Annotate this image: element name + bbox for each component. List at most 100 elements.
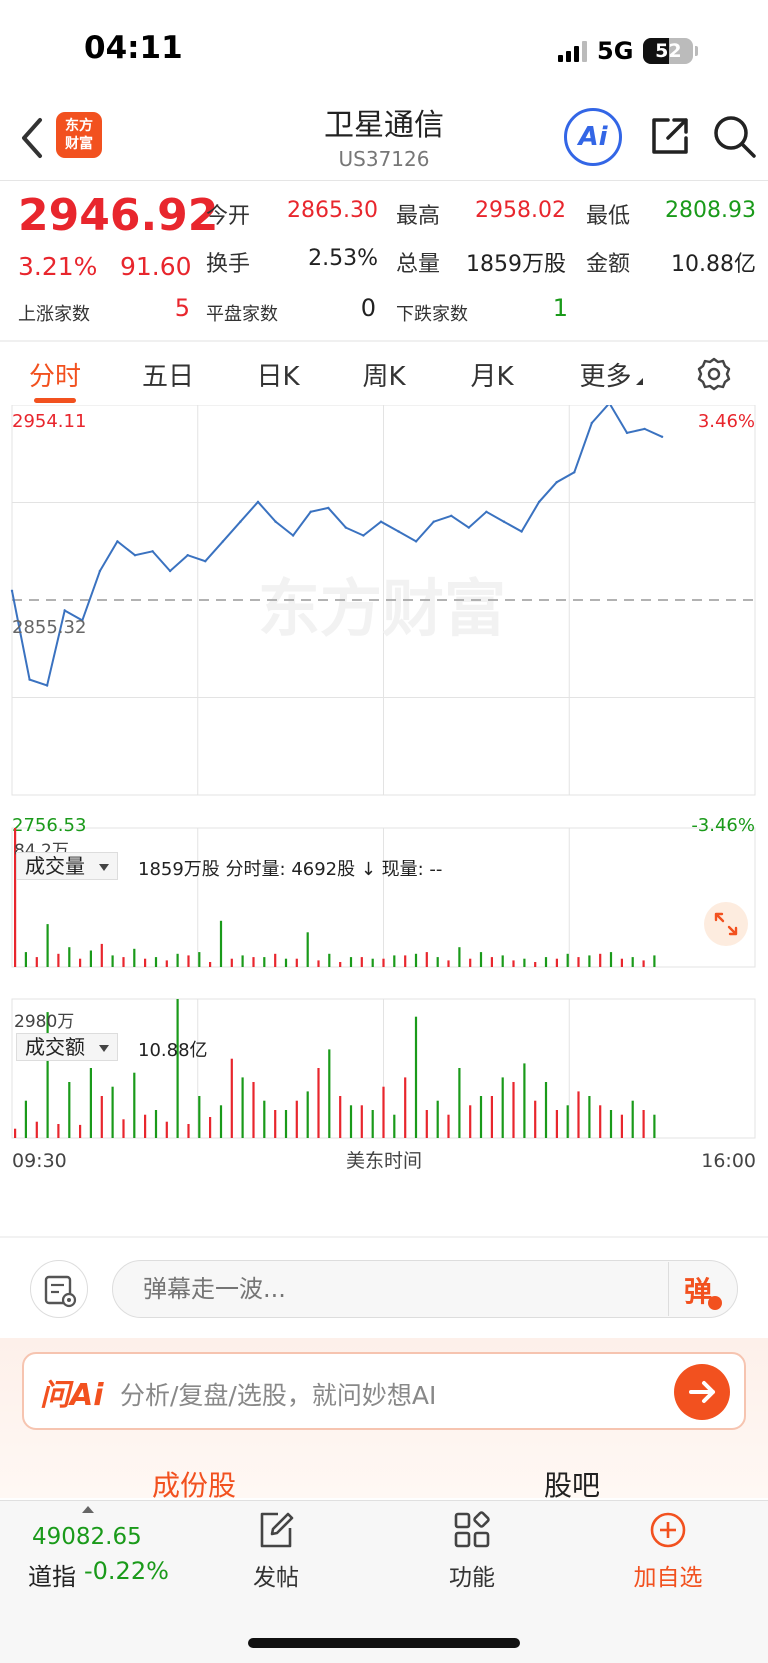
high-value: 2958.02 — [475, 198, 566, 223]
price-point — [168, 569, 172, 573]
post-icon[interactable] — [256, 1510, 296, 1550]
amount-bar-down — [219, 1105, 223, 1138]
search-button[interactable] — [710, 112, 758, 160]
tab-daily-k[interactable]: 日K — [256, 362, 300, 392]
amount-bar-down — [306, 1091, 309, 1138]
amount-bar-down — [68, 1082, 71, 1138]
price-point — [186, 554, 189, 557]
volume-bar-down — [566, 953, 569, 967]
amount-bar-down — [544, 1082, 548, 1138]
index-change[interactable]: -0.22% — [84, 1557, 169, 1585]
price-point — [485, 510, 488, 513]
functions-icon[interactable] — [452, 1510, 492, 1550]
price-point — [450, 514, 453, 517]
tab-more[interactable]: 更多 — [566, 356, 656, 393]
price-point — [116, 540, 119, 543]
intraday-chart[interactable]: 东方财富 2954.11 2855.32 2756.53 3.46% -3.46… — [0, 405, 768, 1235]
stock-name: 卫星通信 — [324, 108, 444, 143]
tab-intraday[interactable]: 分时 — [28, 362, 81, 392]
expand-chart-button[interactable] — [704, 902, 748, 946]
index-value[interactable]: 49082.65 — [32, 1524, 142, 1550]
price-point — [204, 560, 207, 563]
tab-functions[interactable]: 功能 — [449, 1565, 495, 1591]
volume-bar-down — [241, 955, 244, 967]
tab-add-watchlist[interactable]: 加自选 — [633, 1565, 703, 1591]
danmu-toggle-button[interactable]: 弹 — [684, 1270, 723, 1310]
back-button[interactable] — [16, 114, 48, 162]
y-label-top-percent: 3.46% — [698, 411, 755, 432]
tab-constituents[interactable]: 成份股 — [152, 1469, 237, 1502]
ask-ai-brand: 问Ai — [40, 1378, 104, 1413]
price-point — [537, 500, 541, 504]
volume-bar-up — [35, 957, 38, 967]
tab-monthly-k[interactable]: 月K — [470, 362, 514, 392]
amount-bar-down — [241, 1077, 244, 1138]
danmu-input[interactable] — [112, 1260, 738, 1318]
price-line — [11, 405, 663, 687]
ai-button[interactable]: Ai — [564, 108, 622, 166]
volume-bar-down — [306, 932, 309, 967]
index-name[interactable]: 道指 — [28, 1563, 76, 1591]
amount-bar-down — [393, 1114, 396, 1138]
price-point — [98, 569, 102, 573]
volume-bar-down — [176, 953, 179, 967]
tab-post[interactable]: 发帖 — [253, 1565, 299, 1591]
volume-bar-down — [284, 958, 288, 967]
add-watchlist-icon[interactable] — [648, 1510, 688, 1550]
price-point — [573, 471, 576, 474]
volume-bar-down — [544, 957, 548, 967]
volume-bar-up — [230, 958, 233, 967]
tab-weekly-k[interactable]: 周K — [362, 362, 406, 392]
y-label-top-price: 2954.11 — [12, 411, 86, 432]
amount-bar-down — [631, 1100, 634, 1138]
amount-bar-down — [458, 1068, 461, 1138]
high-label: 最高 — [396, 204, 441, 229]
share-icon — [652, 118, 688, 154]
caret-up-icon[interactable] — [82, 1506, 94, 1513]
price-point — [221, 540, 225, 543]
amount-bar-up — [14, 1128, 17, 1138]
price-point — [63, 609, 66, 612]
x-label-start: 09:30 — [12, 1150, 67, 1172]
chart-settings-button[interactable] — [696, 356, 732, 392]
price-point — [274, 520, 277, 523]
volume-bar-up — [187, 955, 190, 967]
price-point — [520, 530, 523, 533]
volume-bar-down — [68, 947, 71, 967]
volume-indicator-select[interactable]: 成交量 — [16, 852, 118, 880]
amount-indicator-select[interactable]: 成交额 — [16, 1033, 118, 1061]
amount-bar-down — [176, 999, 179, 1138]
amount-bar-up — [274, 1110, 277, 1138]
share-button[interactable] — [646, 112, 694, 160]
change-percent: 3.21% — [18, 252, 98, 281]
notes-button[interactable] — [30, 1260, 88, 1318]
ask-ai-submit-button[interactable] — [674, 1364, 730, 1420]
volume-bar-up — [79, 958, 82, 967]
volume-bar-up — [274, 953, 277, 967]
ask-ai-input[interactable] — [22, 1352, 746, 1430]
amount-bar-up — [35, 1121, 38, 1138]
tab-five-day[interactable]: 五日 — [141, 362, 194, 392]
amount-info: 10.88亿 — [138, 1040, 208, 1061]
amount-bar-down — [501, 1077, 504, 1138]
price-point — [239, 520, 242, 523]
volume-bar-up — [165, 960, 168, 967]
volume-bar-up — [317, 960, 320, 967]
volume-bar-down — [111, 955, 114, 967]
tab-forum[interactable]: 股吧 — [544, 1469, 601, 1502]
amount-bar-up — [230, 1058, 233, 1138]
price-point — [467, 526, 470, 529]
amount-bar-up — [577, 1091, 580, 1138]
stock-code: US37126 — [338, 147, 430, 171]
amount-bar-up — [252, 1082, 255, 1138]
x-label-end: 16:00 — [701, 1150, 756, 1172]
amount-value: 10.88亿 — [671, 252, 756, 277]
active-tab-indicator — [34, 398, 76, 403]
volume-bar-up — [642, 960, 645, 967]
volume-bar-down — [414, 953, 418, 967]
volume-bar-down — [436, 957, 439, 967]
y-label-previous-close: 2855.32 — [12, 617, 86, 638]
volume-bar-up — [404, 955, 407, 967]
amount-bar-up — [57, 1124, 60, 1138]
battery-icon: 52 — [643, 38, 694, 64]
